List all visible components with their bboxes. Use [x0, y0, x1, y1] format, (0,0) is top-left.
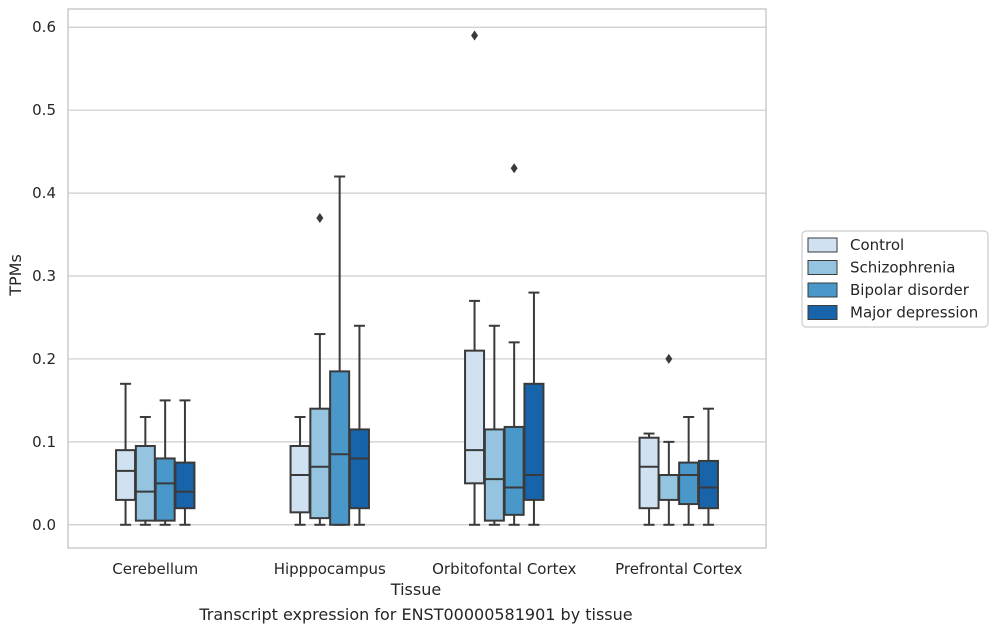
box-iqr [678, 461, 700, 506]
x-tick-label: Prefrontal Cortex [615, 560, 742, 578]
box-bipolar-disorder [329, 175, 351, 526]
legend-swatch [807, 305, 838, 320]
x-tick-label: Orbitofontal Cortex [432, 560, 576, 578]
box-iqr [503, 425, 525, 516]
box-iqr [483, 428, 505, 522]
outlier-point [471, 30, 479, 41]
legend-swatch [807, 282, 838, 298]
box-iqr [289, 445, 311, 514]
figure-caption: Transcript expression for ENST0000058190… [199, 605, 633, 624]
y-tick-label: 0.1 [32, 433, 56, 451]
y-axis-label: TPMs [6, 254, 25, 297]
legend-swatch [807, 260, 838, 275]
box-iqr [638, 436, 660, 510]
box-control [289, 415, 311, 526]
legend-label: Schizophrenia [850, 259, 955, 277]
box-major-depression [174, 399, 196, 526]
box-bipolar-disorder [503, 163, 525, 526]
legend-frame [801, 230, 989, 328]
x-axis-label: Tissue [390, 580, 441, 599]
box-control [464, 30, 486, 526]
y-tick-label: 0.2 [32, 350, 56, 368]
x-tick-label: Cerebellum [112, 560, 198, 578]
box-bipolar-disorder [154, 399, 176, 526]
y-tick-label: 0.6 [32, 18, 56, 36]
gridlines [68, 26, 766, 526]
legend-label: Bipolar disorder [850, 281, 970, 299]
outlier-point [665, 353, 673, 364]
x-axis-ticks: Cerebellum Hipppocampus Orbitofontal Corte… [112, 560, 742, 578]
plot-area [67, 8, 767, 549]
box-iqr [697, 459, 719, 510]
box-iqr [658, 474, 680, 501]
box-control [638, 432, 660, 526]
y-tick-label: 0.0 [32, 516, 56, 534]
box-iqr [134, 445, 156, 522]
box-schizophrenia [483, 324, 505, 526]
box-major-depression [523, 291, 545, 526]
box-iqr [464, 349, 486, 485]
x-tick-label: Hipppocampus [274, 560, 386, 578]
y-tick-label: 0.3 [32, 267, 56, 285]
outlier-point [510, 163, 518, 174]
y-axis-ticks: 0.0 0.1 0.2 0.3 0.4 0.5 0.6 [32, 18, 56, 534]
y-tick-label: 0.5 [32, 101, 56, 119]
box-iqr [348, 428, 370, 510]
legend: Control Schizophrenia Bipolar disorder Majo… [801, 230, 989, 328]
box-iqr [154, 457, 176, 522]
box-control [115, 382, 137, 526]
box-bipolar-disorder [678, 415, 700, 526]
box-schizophrenia [309, 212, 331, 526]
box-iqr [329, 370, 351, 526]
box-iqr [115, 449, 137, 501]
box-schizophrenia [134, 415, 156, 526]
box-iqr [523, 382, 545, 501]
boxes [115, 30, 719, 526]
legend-label: Control [850, 236, 904, 254]
box-iqr [174, 461, 196, 510]
legend-swatch [807, 237, 838, 253]
legend-label: Major depression [850, 304, 978, 322]
box-iqr [309, 407, 331, 520]
outlier-point [316, 212, 324, 223]
box-major-depression [348, 324, 370, 526]
y-tick-label: 0.4 [32, 184, 56, 202]
box-schizophrenia [658, 353, 680, 526]
box-major-depression [697, 407, 719, 526]
